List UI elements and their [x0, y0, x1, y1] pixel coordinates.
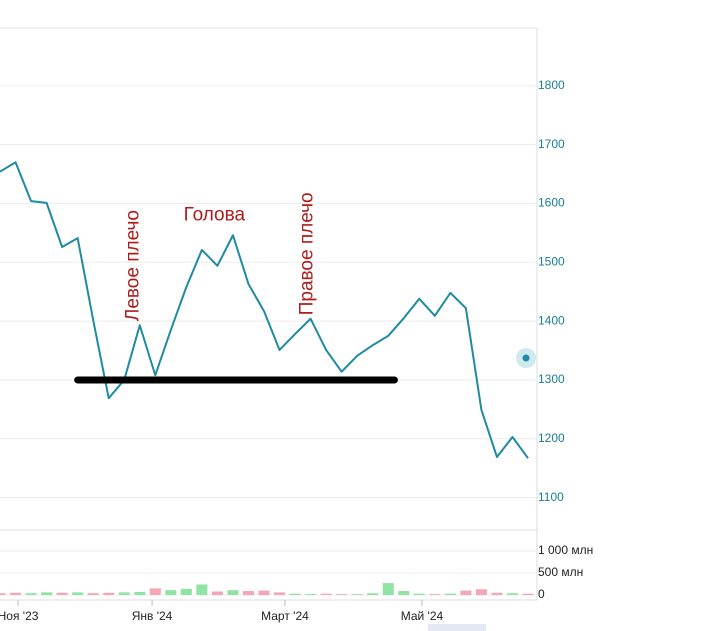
annotation: Голова [184, 204, 246, 225]
volume-bar [180, 588, 192, 595]
volume-bar [149, 588, 161, 595]
y-tick-label: 1400 [538, 313, 565, 327]
volume-bar [41, 592, 53, 595]
volume-bar [336, 594, 348, 595]
volume-bar [429, 594, 441, 595]
y-tick-label: 1300 [538, 372, 565, 386]
volume-bar [72, 592, 84, 595]
y-tick-label: 1100 [538, 490, 564, 504]
y-tick-label: 1500 [538, 254, 565, 268]
x-tick-label: Май '24 [401, 609, 444, 623]
volume-bar [258, 590, 270, 595]
volume-bar [460, 590, 472, 595]
volume-bar [367, 593, 379, 595]
volume-bar [274, 592, 286, 595]
y-tick-label: 1700 [538, 137, 565, 151]
volume-bar [491, 592, 503, 595]
volume-bar [118, 592, 130, 595]
y-tick-label: 0 [538, 587, 545, 601]
volume-bar [305, 594, 317, 595]
volume-bar [382, 583, 394, 595]
x-tick-label: Янв '24 [132, 609, 173, 623]
volume-bar [320, 593, 332, 595]
price-line [0, 161, 529, 459]
volume-bar [289, 593, 301, 595]
scroll-handle [428, 624, 486, 631]
annotation: Левое плечо [123, 210, 144, 321]
volume-bar [506, 593, 518, 595]
x-tick-label: Ноя '23 [0, 609, 39, 623]
last-price-dot [522, 354, 530, 362]
y-tick-label: 1 000 млн [538, 543, 593, 557]
volume-bar [0, 593, 6, 595]
volume-bar [165, 590, 177, 595]
volume-bar [242, 591, 254, 595]
y-tick-label: 1200 [538, 431, 565, 445]
y-tick-label: 1800 [538, 78, 565, 92]
volume-bar [444, 593, 456, 595]
volume-bar [398, 591, 410, 595]
volume-bar [227, 590, 239, 595]
volume-bar [25, 593, 37, 595]
volume-bar [103, 592, 115, 595]
x-tick-label: Март '24 [261, 609, 309, 623]
volume-bar [413, 593, 425, 595]
volume-bar [351, 594, 363, 595]
annotation: Правое плечо [297, 192, 318, 315]
volume-bar [475, 589, 487, 595]
volume-bar [522, 593, 534, 595]
volume-bar [211, 591, 223, 595]
volume-bar [134, 591, 146, 595]
y-tick-label: 500 млн [538, 565, 583, 579]
volume-bar [56, 592, 68, 595]
volume-bar [196, 584, 208, 595]
volume-bar [87, 593, 99, 595]
y-tick-label: 1600 [538, 196, 565, 210]
volume-bar [10, 592, 22, 595]
